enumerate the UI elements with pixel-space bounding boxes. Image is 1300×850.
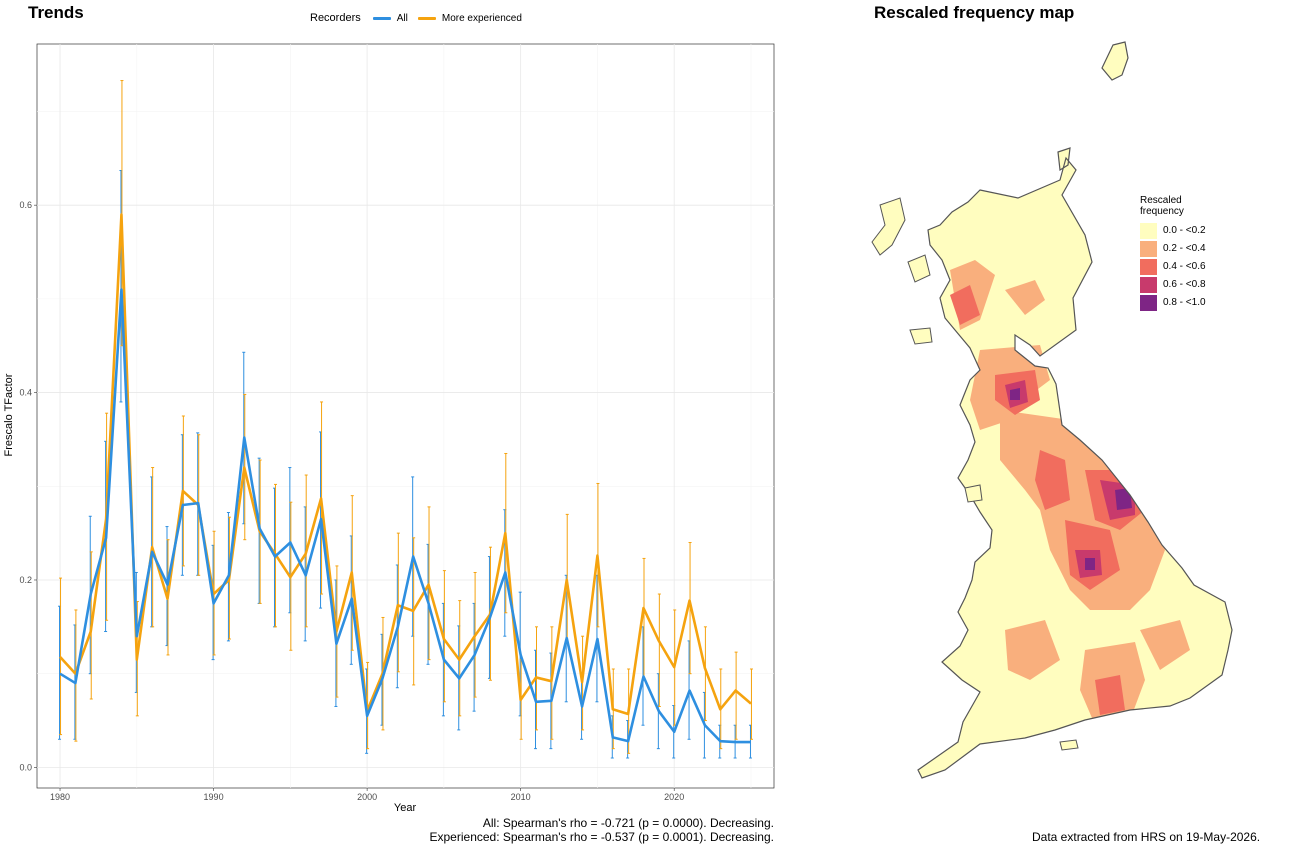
map-footnote: Data extracted from HRS on 19-May-2026. [1032, 830, 1261, 844]
map-legend-item: 0.4 - <0.6 [1140, 258, 1206, 275]
map-legend-label: 0.4 - <0.6 [1163, 261, 1206, 272]
map-legend-title: Rescaled frequency [1140, 195, 1206, 217]
y-tick-label: 0.6 [19, 200, 32, 210]
map-legend-title-line1: Rescaled [1140, 195, 1182, 206]
x-axis-label: Year [394, 802, 417, 814]
legend-swatch-experienced [417, 16, 436, 20]
y-tick-label: 0.4 [19, 388, 32, 398]
legend-label-all: All [396, 12, 408, 24]
stats-experienced: Experienced: Spearman's rho = -0.537 (p … [429, 830, 775, 844]
x-tick-label: 2010 [511, 792, 531, 802]
series-line-all [59, 288, 751, 744]
legend-swatch-all [372, 16, 391, 20]
x-tick-label: 2000 [357, 792, 377, 802]
legend-title: Recorders [310, 12, 361, 24]
map-legend-swatch [1140, 276, 1157, 293]
trends-title: Trends [28, 3, 84, 22]
trends-legend: Recorders All More experienced [310, 12, 522, 24]
x-tick-label: 1980 [50, 792, 70, 802]
stats-all: All: Spearman's rho = -0.721 (p = 0.0000… [482, 816, 774, 830]
map-legend-swatch [1140, 294, 1157, 311]
map-legend-item: 0.6 - <0.8 [1140, 276, 1206, 293]
trend-stats: All: Spearman's rho = -0.721 (p = 0.0000… [430, 816, 775, 844]
map-legend-label: 0.0 - <0.2 [1163, 225, 1206, 236]
map-legend-item: 0.0 - <0.2 [1140, 222, 1206, 239]
trends-chart: 1980 1990 2000 2010 2020 0.0 0.2 0.4 0.6 Year Fr… [3, 43, 775, 814]
map-legend-label: 0.2 - <0.4 [1163, 243, 1206, 254]
map-title: Rescaled frequency map [874, 3, 1075, 22]
frequency-map [871, 41, 1233, 779]
legend-label-experienced: More experienced [441, 12, 522, 24]
map-legend-label: 0.6 - <0.8 [1163, 279, 1206, 290]
y-axis-label: Frescalo TFactor [3, 373, 15, 456]
y-tick-label: 0.0 [19, 762, 32, 772]
map-legend-swatch [1140, 258, 1157, 275]
x-tick-label: 2020 [664, 792, 684, 802]
y-tick-label: 0.2 [19, 575, 32, 585]
map-legend-item: 0.2 - <0.4 [1140, 240, 1206, 257]
x-tick-label: 1990 [204, 792, 224, 802]
map-legend-swatch [1140, 222, 1157, 239]
map-legend: Rescaled frequency 0.0 - <0.2 0.2 - <0.4… [1140, 195, 1206, 312]
map-legend-swatch [1140, 240, 1157, 257]
map-legend-item: 0.8 - <1.0 [1140, 294, 1206, 311]
map-legend-title-line2: frequency [1140, 206, 1184, 217]
map-legend-label: 0.8 - <1.0 [1163, 297, 1206, 308]
